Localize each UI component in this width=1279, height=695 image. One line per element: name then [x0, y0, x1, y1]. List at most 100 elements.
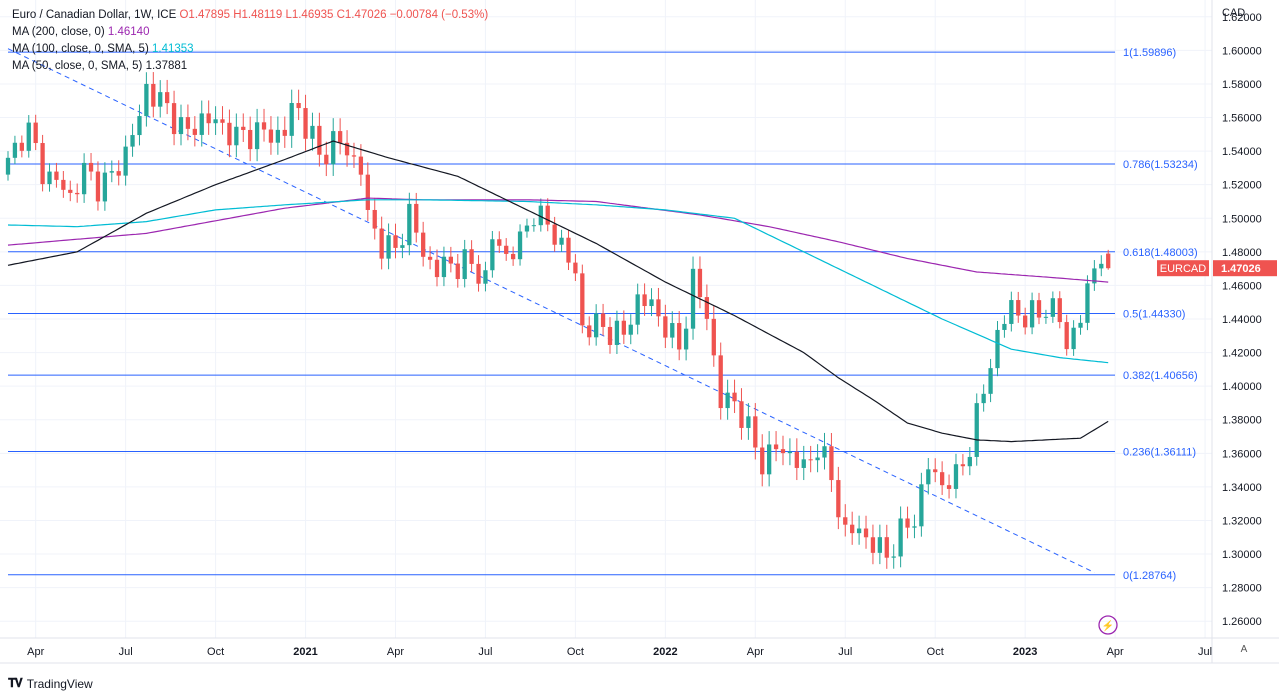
candle-up[interactable]: [594, 313, 599, 338]
candle-down[interactable]: [365, 174, 370, 210]
candle-up[interactable]: [683, 328, 689, 350]
candle-down[interactable]: [414, 203, 419, 233]
lightning-icon[interactable]: [1098, 615, 1118, 635]
candle-up[interactable]: [5, 157, 11, 175]
candle-down[interactable]: [573, 262, 578, 274]
candle-down[interactable]: [344, 142, 350, 156]
candle-up[interactable]: [787, 451, 793, 454]
candle-up[interactable]: [1078, 322, 1083, 328]
candle-up[interactable]: [400, 245, 405, 248]
candle-down[interactable]: [870, 537, 876, 553]
candle-down[interactable]: [704, 297, 710, 319]
candle-down[interactable]: [497, 239, 502, 246]
candle-down[interactable]: [1106, 253, 1111, 269]
candle-up[interactable]: [891, 556, 896, 558]
candle-up[interactable]: [1071, 327, 1076, 350]
candle-down[interactable]: [711, 318, 716, 356]
candle-up[interactable]: [822, 446, 827, 458]
candle-down[interactable]: [61, 179, 66, 190]
candle-up[interactable]: [967, 456, 972, 467]
candle-up[interactable]: [649, 299, 654, 307]
candle-up[interactable]: [213, 119, 218, 124]
candle-up[interactable]: [234, 126, 239, 146]
candle-down[interactable]: [939, 472, 945, 486]
ma200-line[interactable]: [7, 197, 1109, 283]
candle-up[interactable]: [628, 324, 633, 335]
candle-up[interactable]: [919, 484, 924, 527]
candle-up[interactable]: [1050, 298, 1055, 317]
candle-down[interactable]: [268, 129, 274, 143]
candle-down[interactable]: [68, 189, 73, 193]
candle-down[interactable]: [580, 273, 585, 326]
candle-up[interactable]: [856, 528, 862, 534]
candle-down[interactable]: [663, 316, 668, 338]
candle-down[interactable]: [621, 320, 626, 335]
candle-down[interactable]: [421, 232, 426, 257]
candle-up[interactable]: [254, 122, 260, 150]
candle-up[interactable]: [331, 131, 336, 165]
candle-up[interactable]: [102, 172, 108, 202]
candle-down[interactable]: [863, 528, 869, 538]
candle-up[interactable]: [995, 329, 1000, 369]
candle-down[interactable]: [95, 171, 101, 202]
candle-up[interactable]: [524, 225, 530, 232]
candle-down[interactable]: [192, 128, 197, 135]
candle-up[interactable]: [275, 129, 281, 143]
candle-down[interactable]: [393, 235, 398, 248]
candle-down[interactable]: [1016, 300, 1021, 316]
candle-up[interactable]: [1002, 323, 1007, 330]
candle-up[interactable]: [462, 249, 467, 280]
candle-down[interactable]: [241, 126, 246, 130]
auto-scale-button[interactable]: A: [1240, 644, 1248, 655]
candle-down[interactable]: [317, 125, 322, 155]
candle-up[interactable]: [26, 122, 31, 151]
candle-up[interactable]: [47, 171, 52, 185]
candle-up[interactable]: [81, 162, 87, 195]
candle-down[interactable]: [476, 263, 481, 284]
candle-down[interactable]: [607, 326, 613, 345]
candle-down[interactable]: [40, 143, 45, 185]
candle-up[interactable]: [877, 537, 883, 553]
tradingview-footer[interactable]: 𝐓𝐕 TradingView: [8, 676, 93, 691]
candle-up[interactable]: [1029, 300, 1035, 328]
candle-down[interactable]: [434, 259, 440, 278]
candle-up[interactable]: [1009, 300, 1014, 324]
candle-up[interactable]: [981, 393, 986, 404]
candle-down[interactable]: [185, 117, 191, 129]
candle-up[interactable]: [407, 203, 412, 246]
candle-down[interactable]: [504, 245, 509, 254]
legend-ma50-row[interactable]: MA (50, close, 0, SMA, 5) 1.37881: [12, 58, 488, 75]
candle-up[interactable]: [123, 146, 128, 176]
candle-down[interactable]: [324, 154, 329, 165]
candle-down[interactable]: [1064, 322, 1069, 350]
candle-down[interactable]: [656, 299, 661, 317]
candle-down[interactable]: [600, 313, 606, 327]
candle-down[interactable]: [960, 464, 966, 467]
candle-up[interactable]: [386, 235, 391, 259]
candle-up[interactable]: [12, 142, 18, 158]
candle-down[interactable]: [151, 83, 156, 107]
candle-down[interactable]: [427, 256, 433, 260]
candle-down[interactable]: [19, 142, 24, 151]
candle-down[interactable]: [220, 119, 225, 123]
candle-down[interactable]: [753, 416, 758, 448]
candle-down[interactable]: [88, 162, 94, 172]
candle-down[interactable]: [780, 449, 786, 454]
candle-down[interactable]: [116, 171, 121, 176]
candle-up[interactable]: [559, 237, 564, 245]
candle-down[interactable]: [794, 451, 799, 468]
candle-down[interactable]: [566, 237, 571, 263]
candle-up[interactable]: [815, 457, 820, 461]
candle-down[interactable]: [469, 249, 474, 264]
candle-down[interactable]: [54, 171, 59, 180]
legend-ma200-row[interactable]: MA (200, close, 0) 1.46140: [12, 24, 488, 41]
candle-down[interactable]: [843, 517, 848, 525]
candle-up[interactable]: [490, 239, 495, 271]
candle-down[interactable]: [905, 518, 910, 528]
candle-up[interactable]: [158, 92, 163, 107]
candle-down[interactable]: [282, 129, 287, 136]
candle-down[interactable]: [760, 447, 765, 475]
candle-down[interactable]: [337, 131, 343, 143]
legend-ma100-row[interactable]: MA (100, close, 0, SMA, 5) 1.41353: [12, 41, 488, 58]
